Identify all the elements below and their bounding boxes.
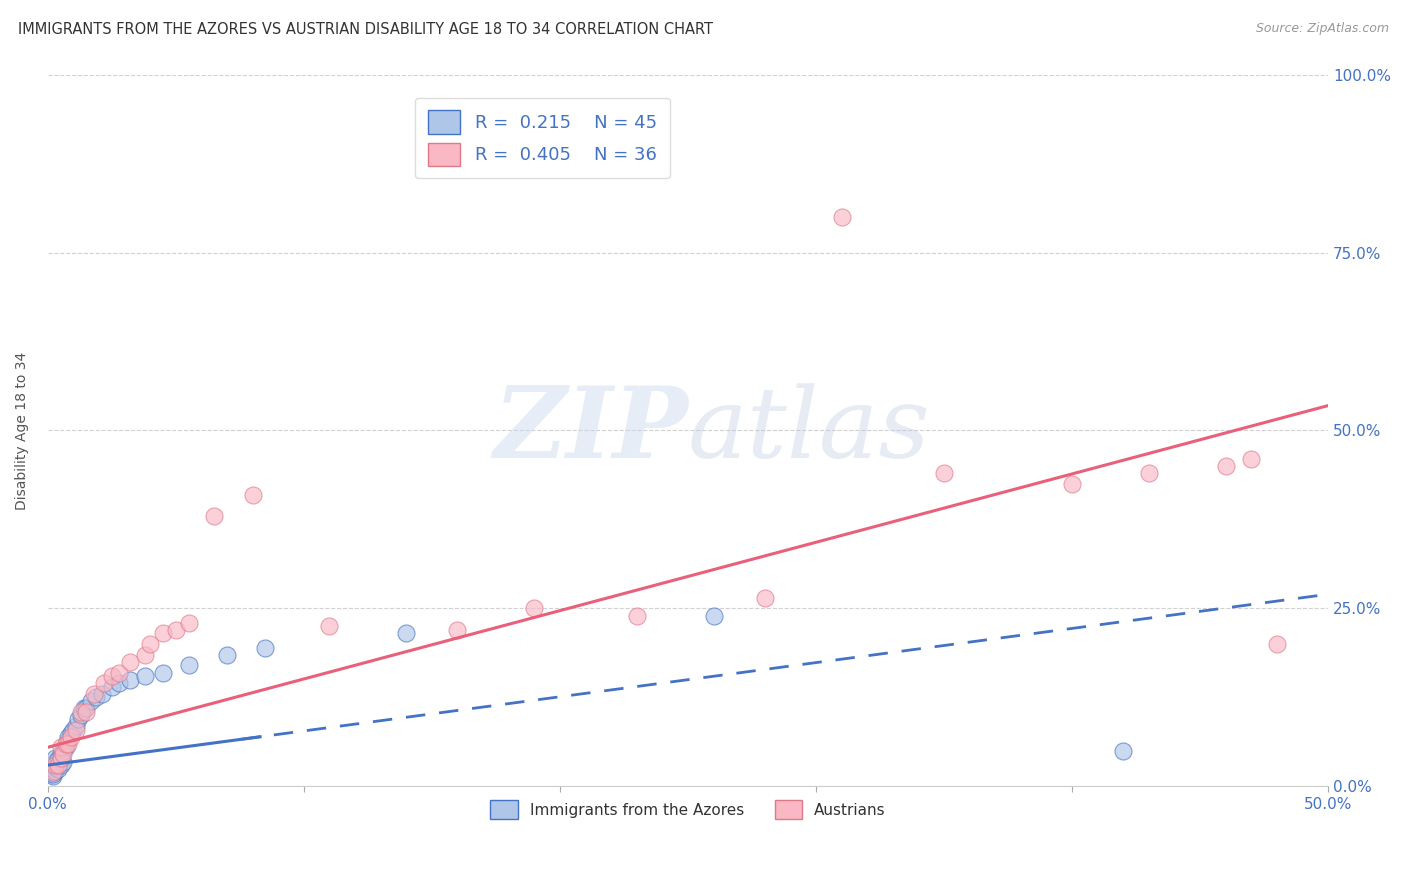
Text: atlas: atlas [688,383,931,478]
Point [67,712,90,726]
Point [65,723,87,737]
Point [59,730,82,744]
Point [44,755,66,769]
Y-axis label: Disability Age 18 to 34: Disability Age 18 to 34 [15,351,30,509]
Point [52,755,75,769]
Point [177,615,200,630]
Point [49,747,72,762]
Point [395,626,418,640]
Point [39,765,62,780]
Point [318,619,340,633]
Point [39,766,62,780]
Point [58,737,80,751]
Point [46,756,69,771]
Point [44,759,66,773]
Point [83,687,105,701]
Point [152,665,174,680]
Point [90,687,112,701]
Point [152,626,174,640]
Point [58,730,80,744]
Point [55,737,77,751]
Point [44,764,66,778]
Point [1265,637,1288,651]
Point [39,764,62,778]
Point [80,694,103,708]
Point [49,758,72,772]
Point [58,733,80,747]
Point [55,737,77,751]
Point [75,705,97,719]
Point [831,210,853,224]
Point [75,701,97,715]
Point [62,723,84,737]
Point [242,487,264,501]
Point [254,640,277,655]
Point [42,766,65,780]
Point [46,762,69,776]
Point [42,762,65,776]
Point [42,765,65,780]
Point [52,747,75,762]
Point [86,690,108,705]
Point [202,508,225,523]
Point [100,669,122,683]
Point [626,608,648,623]
Point [1240,452,1263,467]
Point [49,751,72,765]
Point [49,740,72,755]
Point [70,705,93,719]
Point [1060,476,1083,491]
Point [49,752,72,766]
Point [118,655,141,669]
Point [65,719,87,733]
Point [134,648,156,662]
Legend: Immigrants from the Azores, Austrians: Immigrants from the Azores, Austrians [484,794,891,825]
Point [100,680,122,694]
Point [44,751,66,765]
Point [703,608,725,623]
Point [44,758,66,772]
Point [165,623,187,637]
Point [932,467,955,481]
Point [46,752,69,766]
Point [59,726,82,740]
Text: Source: ZipAtlas.com: Source: ZipAtlas.com [1256,22,1389,36]
Point [118,673,141,687]
Point [93,676,115,690]
Point [1215,459,1237,474]
Text: IMMIGRANTS FROM THE AZORES VS AUSTRIAN DISABILITY AGE 18 TO 34 CORRELATION CHART: IMMIGRANTS FROM THE AZORES VS AUSTRIAN D… [18,22,713,37]
Point [523,601,546,615]
Point [72,701,94,715]
Point [55,740,77,755]
Point [42,765,65,780]
Point [1112,744,1135,758]
Point [42,769,65,783]
Point [52,744,75,758]
Point [215,648,238,662]
Point [754,591,776,605]
Point [177,658,200,673]
Text: ZIP: ZIP [494,383,688,479]
Point [108,665,131,680]
Point [46,758,69,772]
Point [1137,467,1160,481]
Point [44,758,66,772]
Point [134,669,156,683]
Point [446,623,468,637]
Point [70,708,93,723]
Point [139,637,162,651]
Point [108,676,131,690]
